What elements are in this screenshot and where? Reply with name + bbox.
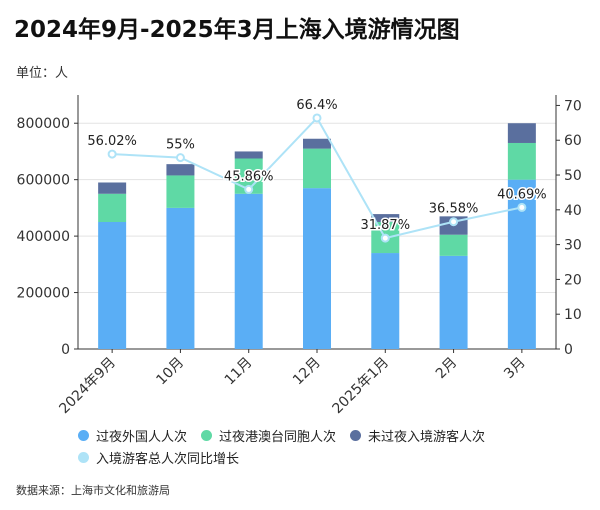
legend-dot-nonovernight <box>350 429 362 441</box>
legend-dot-hkmt <box>201 429 213 441</box>
y-left-tick-label: 0 <box>61 342 70 358</box>
legend-label-growth: 入境游客总人次同比增长 <box>96 451 240 467</box>
growth-data-label: 66.4% <box>296 98 337 113</box>
growth-point <box>312 113 322 123</box>
legend-label-nonovernight: 未过夜入境游客人次 <box>368 429 486 445</box>
x-tick-label: 2025年1月 <box>330 355 393 418</box>
y-left-tick-label: 800000 <box>17 116 70 132</box>
bar-segment-foreign <box>98 222 127 349</box>
legend-dot-foreign <box>78 429 89 441</box>
bar-segment-nonovernight <box>98 182 127 194</box>
legend-item-foreign: 过夜外国人人次 <box>78 426 187 445</box>
bar-segment-hkmt <box>166 175 195 208</box>
stacked-bar-line-chart: 0 200000 400000 600000 800000 0 10 20 30 40 50 60 70… <box>17 95 582 418</box>
bar-segment-nonovernight <box>371 214 400 222</box>
bar-segment-hkmt <box>98 193 127 222</box>
legend-label-hkmt: 过夜港澳台同胞人次 <box>219 429 337 445</box>
growth-data-label: 31.87% <box>360 218 410 233</box>
bar-segment-hkmt <box>303 148 331 189</box>
x-tick-label: 12月 <box>290 355 324 389</box>
legend-dot-growth <box>78 451 89 463</box>
legend-label-foreign: 过夜外国人人次 <box>96 429 188 445</box>
growth-point <box>244 184 254 194</box>
y-left-tick-label: 200000 <box>17 286 70 302</box>
page-title: 2024年9月-2025年3月上海入境游情况图 <box>14 17 460 43</box>
y-left-tick-label: 600000 <box>17 173 70 189</box>
y-right-tick-label: 0 <box>564 342 573 358</box>
bar-segment-hkmt <box>507 142 536 180</box>
legend-item-nonovernight: 未过夜入境游客人次 <box>350 426 485 445</box>
x-tick-label: 11月 <box>222 355 256 389</box>
growth-data-label: 55% <box>166 138 195 153</box>
legend-item-hkmt: 过夜港澳台同胞人次 <box>201 426 336 445</box>
y-right-tick-label: 10 <box>564 307 582 323</box>
growth-point <box>107 149 117 159</box>
bar-segment-foreign <box>166 207 195 349</box>
y-left-tick-label: 400000 <box>17 229 70 245</box>
y-right-tick-label: 30 <box>564 238 582 254</box>
y-right-tick-label: 60 <box>564 133 582 149</box>
growth-data-label: 40.69% <box>497 187 547 202</box>
x-tick-label: 3月 <box>501 355 529 383</box>
bar-segment-nonovernight <box>507 123 536 143</box>
data-source: 数据来源：上海市文化和旅游局 <box>16 484 170 497</box>
x-tick-label: 10月 <box>153 355 187 389</box>
growth-data-label: 56.02% <box>87 134 137 149</box>
x-tick-label: 2024年9月 <box>56 355 119 418</box>
growth-data-label: 36.58% <box>429 202 479 217</box>
growth-point <box>449 217 459 227</box>
bar-segment-foreign <box>234 193 263 349</box>
bar-segment-foreign <box>371 253 400 349</box>
bar-segment-foreign <box>439 255 468 349</box>
bar-segment-nonovernight <box>234 151 263 159</box>
growth-point <box>380 233 390 243</box>
bar-segment-foreign <box>303 188 331 349</box>
y-right-tick-label: 40 <box>564 203 582 219</box>
legend-item-growth: 入境游客总人次同比增长 <box>78 448 239 467</box>
y-right-tick-label: 50 <box>564 168 582 184</box>
chart-legend: 过夜外国人人次 过夜港澳台同胞人次 未过夜入境游客人次 入境游客总人次同比增长 <box>78 424 578 468</box>
y-right-tick-label: 20 <box>564 272 582 288</box>
growth-data-label: 45.86% <box>224 169 274 184</box>
growth-point <box>517 202 527 212</box>
growth-point <box>175 153 185 163</box>
bar-segment-nonovernight <box>303 138 331 149</box>
bar-segment-nonovernight <box>166 164 195 176</box>
y-right-tick-label: 70 <box>564 98 582 114</box>
x-tick-label: 2月 <box>433 355 461 383</box>
unit-label: 单位：人 <box>16 66 69 81</box>
bar-segment-hkmt <box>439 234 468 256</box>
